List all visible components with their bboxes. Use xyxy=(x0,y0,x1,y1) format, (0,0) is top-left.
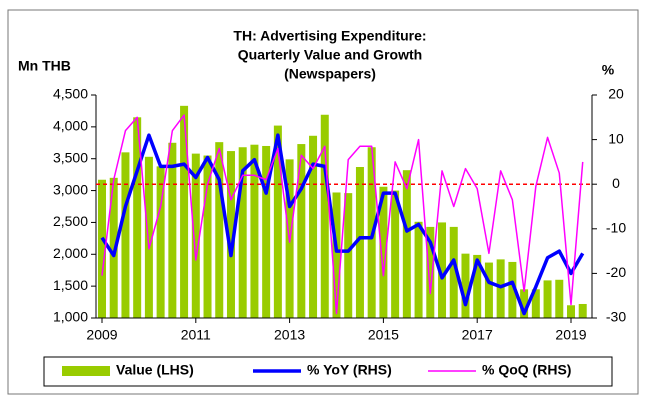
bar xyxy=(461,253,470,318)
y-tick-label: 1,000 xyxy=(53,309,88,325)
bar xyxy=(144,156,153,318)
y-tick-label: 4,500 xyxy=(53,86,88,102)
y2-tick-label: -30 xyxy=(606,309,626,325)
bar xyxy=(484,262,493,318)
x-tick-label: 2013 xyxy=(274,327,305,343)
bar xyxy=(320,114,329,318)
bar xyxy=(531,289,540,318)
x-tick-label: 2017 xyxy=(462,327,493,343)
y-tick-label: 4,000 xyxy=(53,118,88,134)
bar xyxy=(379,186,388,318)
bar xyxy=(297,144,306,318)
bar xyxy=(508,261,517,318)
bar xyxy=(567,305,575,318)
x-tick-label: 2015 xyxy=(368,327,399,343)
y-tick-label: 1,500 xyxy=(53,277,88,293)
chart-title: (Newspapers) xyxy=(284,66,376,82)
bar xyxy=(520,289,529,318)
bar xyxy=(226,151,235,318)
bar xyxy=(449,226,458,318)
bar xyxy=(543,280,552,318)
legend-label: % QoQ (RHS) xyxy=(482,362,571,378)
bar xyxy=(391,190,400,318)
y2-tick-label: 10 xyxy=(608,130,624,146)
bar xyxy=(355,166,364,318)
bar xyxy=(332,192,341,318)
bar xyxy=(402,170,411,318)
y-tick-label: 2,000 xyxy=(53,245,88,261)
y-axis-label: Mn THB xyxy=(18,58,71,74)
bar xyxy=(496,259,505,318)
y2-tick-label: -20 xyxy=(606,264,626,280)
legend-box xyxy=(43,356,613,387)
bar xyxy=(555,279,564,318)
y2-axis-label: % xyxy=(602,62,615,78)
x-tick-label: 2009 xyxy=(86,327,117,343)
x-tick-label: 2011 xyxy=(181,327,211,343)
y2-tick-label: 20 xyxy=(608,86,624,102)
bar xyxy=(438,222,447,318)
bar xyxy=(215,142,224,318)
chart-title: TH: Advertising Expenditure: xyxy=(233,28,426,44)
bar xyxy=(414,221,423,318)
bar xyxy=(238,147,247,318)
bar xyxy=(578,303,587,318)
bar xyxy=(109,177,118,318)
y2-tick-label: -10 xyxy=(606,220,626,236)
bar xyxy=(168,142,177,318)
bar xyxy=(191,153,200,318)
legend-swatch xyxy=(62,366,110,376)
bar xyxy=(98,179,106,318)
bar xyxy=(121,152,130,318)
y-tick-label: 2,500 xyxy=(53,213,88,229)
y-tick-label: 3,000 xyxy=(53,181,88,197)
chart-title: Quarterly Value and Growth xyxy=(238,47,422,63)
y-tick-label: 3,500 xyxy=(53,149,88,165)
x-tick-label: 2019 xyxy=(555,327,586,343)
bar xyxy=(250,144,259,318)
bar xyxy=(180,105,189,319)
bar xyxy=(426,226,435,318)
line-series xyxy=(101,114,584,315)
y2-tick-label: 0 xyxy=(612,175,620,191)
legend-label: % YoY (RHS) xyxy=(307,362,392,378)
legend-label: Value (LHS) xyxy=(116,362,194,378)
bar xyxy=(203,155,212,318)
line-series xyxy=(100,133,585,316)
bar xyxy=(133,117,142,318)
bar xyxy=(473,254,482,318)
bar xyxy=(262,145,271,318)
bar xyxy=(156,166,165,318)
bar xyxy=(309,135,318,318)
bar xyxy=(344,193,353,318)
bar xyxy=(273,125,282,318)
